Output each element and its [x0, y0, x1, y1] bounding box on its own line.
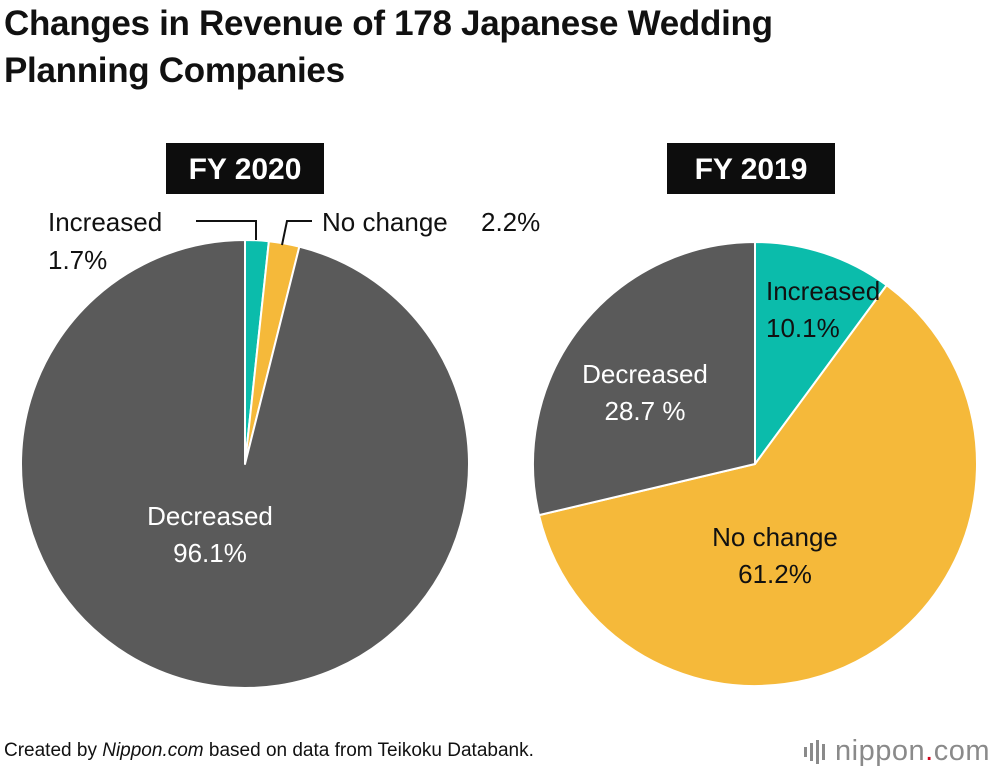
source-note-prefix: Created by [4, 740, 103, 761]
slice-label-fy2020-no-change-name: No change [322, 207, 448, 237]
chart-title-line-2: Planning Companies [4, 51, 345, 90]
chart-title-line-1: Changes in Revenue of 178 Japanese Weddi… [4, 4, 773, 43]
nippon-logo-tld: com [933, 735, 990, 767]
pie-header-box-fy2019 [667, 143, 835, 194]
slice-label-fy2019-no-change-name: No change [712, 522, 838, 552]
slice-label-fy2019-increased-name: Increased [766, 276, 880, 306]
slice-label-fy2020-no-change-value: 2.2% [481, 207, 540, 237]
slice-label-fy2020-increased-value: 1.7% [48, 245, 107, 275]
pie-chart-fy2019: FY 2019 Increased 10.1% No change 61.2% … [532, 143, 978, 687]
slice-label-fy2020-increased-name: Increased [48, 207, 162, 237]
chart-title: Changes in Revenue of 178 Japanese Weddi… [4, 0, 994, 94]
pie-slice-fy2019-decreased [532, 241, 756, 517]
pie-slice-fy2019-increased [754, 241, 888, 465]
nippon-logo-name: nippon [835, 735, 926, 767]
slice-label-fy2019-decreased-name: Decreased [582, 359, 708, 389]
pie-slice-fy2019-no-change [537, 284, 978, 687]
source-note: Created by Nippon.com based on data from… [4, 739, 534, 763]
nippon-logo-icon [804, 740, 826, 765]
leader-line-fy2020-no-change [281, 220, 312, 246]
slice-label-fy2020-decreased-name: Decreased [147, 501, 273, 531]
nippon-logo: nippon.com [803, 735, 990, 767]
pie-header-fy2020: FY 2020 [189, 153, 302, 186]
source-note-site: Nippon.com [102, 740, 204, 761]
slice-label-fy2019-decreased-value: 28.7 % [605, 396, 686, 426]
leader-line-fy2020-increased [196, 220, 257, 240]
pie-chart-fy2020: FY 2020 Increased 1.7% No change 2.2% De… [20, 143, 540, 689]
source-note-suffix: based on data from Teikoku Databank. [203, 740, 534, 761]
pie-slice-fy2020-decreased [20, 239, 471, 689]
slice-label-fy2020-decreased-value: 96.1% [173, 538, 247, 568]
pie-header-fy2019: FY 2019 [695, 153, 808, 186]
slice-label-fy2019-no-change-value: 61.2% [738, 559, 812, 589]
nippon-logo-dot: . [925, 735, 934, 767]
slice-label-fy2019-increased-value: 10.1% [766, 313, 840, 343]
pie-header-box-fy2020 [166, 143, 324, 194]
pie-charts: FY 2020 Increased 1.7% No change 2.2% De… [20, 143, 978, 689]
